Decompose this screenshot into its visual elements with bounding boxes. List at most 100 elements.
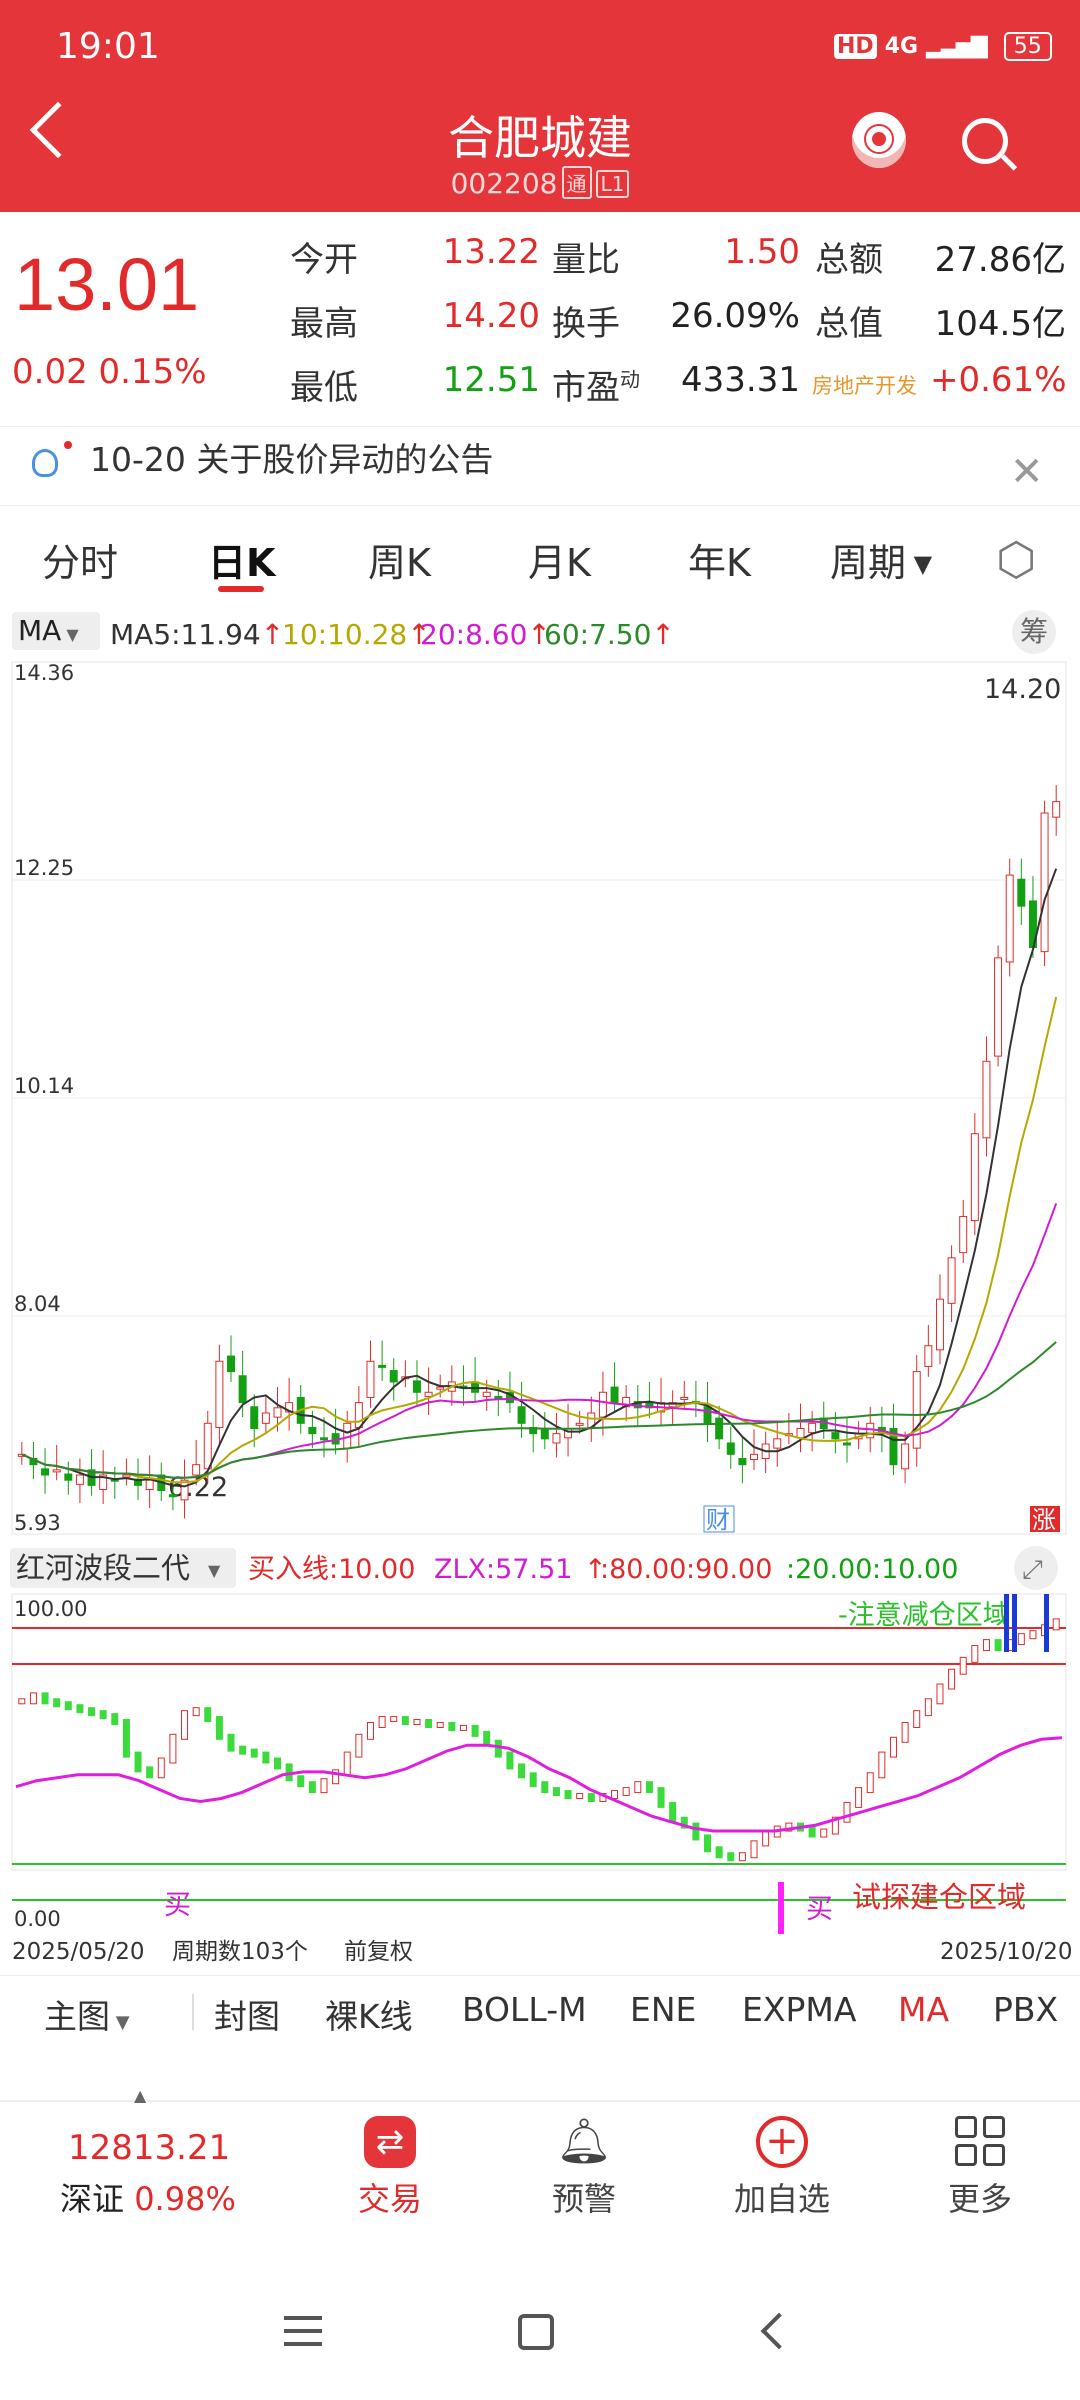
hd-icon: HD [834,34,877,59]
notice-line1[interactable]: 10-20 关于股价异动的公告 [90,440,494,479]
oscillator-bar [692,1822,700,1841]
candle [227,1355,235,1373]
oscillator-bar [215,1716,223,1740]
open-value: 13.22 [442,232,540,272]
tool-naked-k[interactable]: 裸K线 [325,1997,413,2036]
oscillator-bar [680,1816,688,1829]
tab-fenshi[interactable]: 分时 [42,541,119,585]
expand-icon[interactable] [1014,1546,1058,1590]
menu-icon[interactable] [284,2316,322,2346]
oscillator-bar [18,1698,26,1705]
candle [808,1422,817,1434]
add-watch-button[interactable]: + 加自选 [722,2116,842,2220]
last-price: 13.01 [14,243,200,326]
indicator-l20: :20.00 [786,1554,872,1585]
indicator-select-bg[interactable] [10,1548,236,1588]
oscillator-bar [436,1721,444,1728]
home-icon[interactable] [518,2314,554,2350]
toolbar-divider [192,1994,194,2030]
kline-chart[interactable]: 14.36 12.25 10.14 8.04 5.93 14.20 6.22 财… [0,656,1080,1976]
mcap-value: 104.5亿 [934,304,1066,344]
bulb-icon [32,449,58,477]
ma60-label: 60:7.50↑ [544,618,675,651]
candle [970,1133,979,1222]
mascot-icon[interactable] [852,112,906,168]
candle [389,1370,398,1383]
chip-button[interactable]: 筹 [1012,610,1056,654]
zhang-marker-bg [1030,1506,1060,1532]
grid-cell [955,2144,977,2166]
oscillator-bar [808,1825,816,1838]
candle [994,957,1003,1057]
alert-button[interactable]: 🔔︎ 预警 [534,2116,634,2220]
oscillator-bar [250,1748,258,1758]
more-button[interactable]: 更多 [930,2116,1030,2220]
ma10-arrow: ↑ [407,618,431,651]
cai-marker[interactable]: 财 [706,1506,730,1534]
tool-boll-m[interactable]: BOLL-M [462,1990,587,2029]
candle [64,1473,73,1481]
zhang-marker[interactable]: 涨 [1032,1506,1056,1534]
y-tick: 10.14 [14,1074,74,1098]
tab-weekly[interactable]: 周K [368,541,431,585]
oscillator-bar [669,1801,677,1823]
oscillator-bar [750,1840,758,1859]
indicator-name[interactable]: 红河波段二代 [16,1551,190,1585]
main-chart-select[interactable]: 主图 ▼ [44,1990,130,2038]
tab-monthly[interactable]: 月K [528,541,591,585]
candle [320,1437,328,1441]
oscillator-bar [134,1751,142,1773]
ma10-text: 10:10.28 [282,618,408,651]
trade-button[interactable]: ⇄ 交易 [340,2116,440,2220]
tab-yearly[interactable]: 年K [688,541,751,585]
notice-banner[interactable]: 10-20 关于股价异动的公告 ✕ [0,426,1080,506]
oscillator-bar [146,1766,154,1779]
oscillator-bar [982,1639,990,1652]
back-nav-icon[interactable] [760,2312,798,2350]
oscillator-bar [564,1790,572,1800]
search-icon[interactable] [962,118,1008,164]
change-value: 0.02 [12,352,88,392]
ma5-line [21,868,1058,1488]
candle [738,1457,747,1466]
candle [412,1380,421,1393]
index-value[interactable]: 12813.21 [68,2128,231,2168]
index-line[interactable]: 深证 0.98% [60,2174,236,2220]
settings-hex-icon[interactable]: ⬡ [996,532,1037,586]
turnover-value: 26.09% [670,296,800,336]
tab-period-label: 周期 [830,541,907,585]
oscillator-bar [727,1852,735,1862]
oscillator-bar [343,1751,351,1776]
cai-marker-bg [703,1505,735,1533]
oscillator-bar [204,1707,212,1723]
tab-daily[interactable]: 日K [208,541,276,585]
candle [261,1412,270,1424]
trade-icon: ⇄ [364,2116,416,2168]
tool-ma[interactable]: MA [898,1990,950,2029]
tool-fengtu[interactable]: 封图 [214,1997,280,2036]
ma-select[interactable]: MA ▼ [12,612,100,650]
candle [203,1422,212,1470]
candle [935,1298,944,1351]
tab-active-indicator [218,586,264,592]
oscillator-bar [634,1781,642,1794]
close-icon[interactable]: ✕ [1010,449,1044,495]
tool-pbx[interactable]: PBX [993,1990,1059,2029]
oscillator-bar [76,1704,84,1714]
kline-svg[interactable]: 14.36 12.25 10.14 8.04 5.93 14.20 6.22 财… [0,656,1080,1976]
grid-cell [983,2144,1005,2166]
tool-expma[interactable]: EXPMA [742,1990,857,2029]
candle [168,1494,177,1498]
tool-ene[interactable]: ENE [630,1990,697,2029]
industry-change[interactable]: +0.61% [930,360,1067,400]
tab-period[interactable]: 周期 ▼ [830,532,932,587]
oscillator-bar [1029,1630,1037,1640]
price-change: 0.02 0.15% [12,352,207,392]
more-label: 更多 [947,2180,1012,2218]
candle [552,1433,561,1444]
adjust-type: 前复权 [344,1939,413,1965]
stock-code-text: 002208 [450,167,558,200]
candle [145,1479,154,1491]
industry-name[interactable]: 房地产开发 [812,374,917,398]
battery-icon: 55 [1003,32,1052,61]
